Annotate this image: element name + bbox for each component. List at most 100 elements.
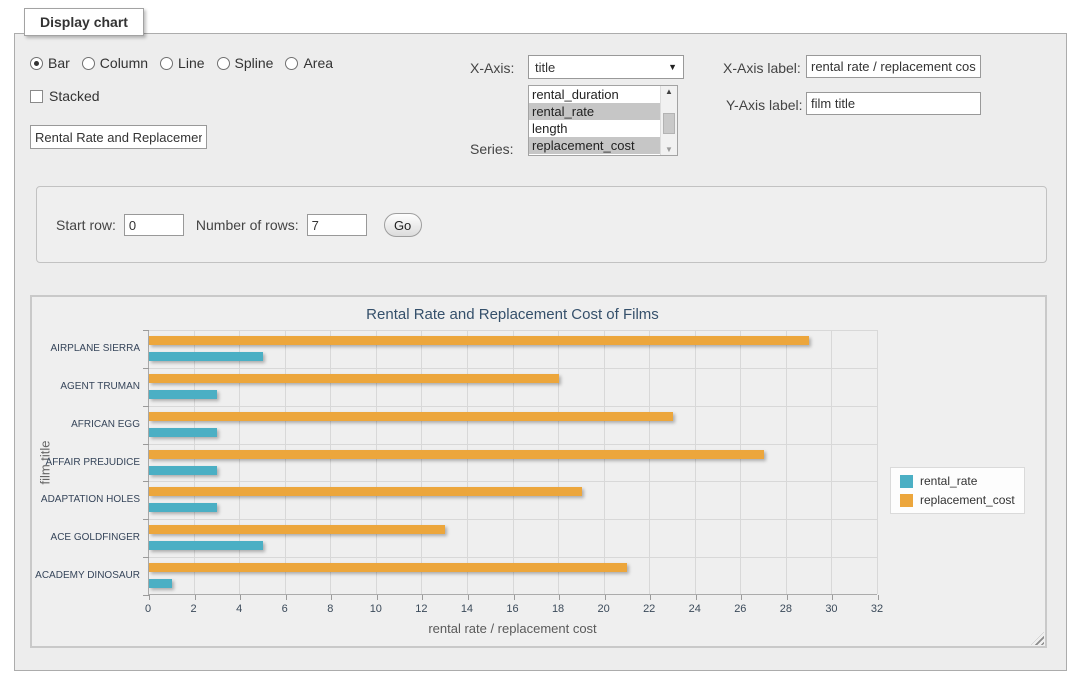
series-select-label: Series: xyxy=(470,141,514,157)
chart-x-axis-title: rental rate / replacement cost xyxy=(148,621,877,636)
bar-replacement_cost[interactable] xyxy=(149,487,582,496)
radio-column[interactable] xyxy=(82,57,95,70)
bar-replacement_cost[interactable] xyxy=(149,374,559,383)
gridline-horizontal xyxy=(149,481,877,482)
gridline-vertical xyxy=(467,330,468,594)
legend-item-replacement_cost[interactable]: replacement_cost xyxy=(900,493,1015,507)
bar-rental_rate[interactable] xyxy=(149,466,217,475)
gridline-vertical xyxy=(558,330,559,594)
radio-spline[interactable] xyxy=(217,57,230,70)
x-axis-tick-label: 4 xyxy=(219,603,259,615)
radio-area[interactable] xyxy=(285,57,298,70)
number-of-rows-label: Number of rows: xyxy=(196,217,299,233)
stacked-label: Stacked xyxy=(49,88,100,104)
x-axis-tick xyxy=(696,595,697,600)
bar-rental_rate[interactable] xyxy=(149,579,172,588)
x-axis-tick-label: 16 xyxy=(493,603,533,615)
chart-title-input[interactable] xyxy=(30,125,207,149)
category-label: ACADEMY DINOSAUR xyxy=(32,570,140,581)
legend-item-rental_rate[interactable]: rental_rate xyxy=(900,474,1015,488)
category-label: AFRICAN EGG xyxy=(32,419,140,430)
bar-rental_rate[interactable] xyxy=(149,503,217,512)
scroll-up-icon[interactable]: ▲ xyxy=(661,87,677,96)
gridline-horizontal xyxy=(149,444,877,445)
y-axis-tick xyxy=(143,557,149,558)
bar-rental_rate[interactable] xyxy=(149,541,263,550)
chart-legend: rental_rate replacement_cost xyxy=(890,467,1025,514)
series-option-rental_rate[interactable]: rental_rate xyxy=(529,103,660,120)
bar-rental_rate[interactable] xyxy=(149,352,263,361)
series-options: rental_durationrental_ratelengthreplacem… xyxy=(529,86,660,155)
radio-line[interactable] xyxy=(160,57,173,70)
chart-panel: Rental Rate and Replacement Cost of Film… xyxy=(30,295,1047,648)
page: Display chart BarColumnLineSplineArea St… xyxy=(0,0,1081,681)
stacked-checkbox[interactable] xyxy=(30,90,43,103)
x-axis-tick xyxy=(832,595,833,600)
x-axis-tick-label: 8 xyxy=(310,603,350,615)
chart-type-option-area[interactable]: Area xyxy=(285,55,333,71)
chart-type-option-spline[interactable]: Spline xyxy=(217,55,274,71)
chart-type-option-bar[interactable]: Bar xyxy=(30,55,70,71)
series-option-replacement_cost[interactable]: replacement_cost xyxy=(529,137,660,154)
category-label: AFFAIR PREJUDICE xyxy=(32,457,140,468)
start-row-input[interactable] xyxy=(124,214,184,236)
x-axis-tick-label: 0 xyxy=(128,603,168,615)
x-axis-tick xyxy=(286,595,287,600)
category-label: AGENT TRUMAN xyxy=(32,381,140,392)
series-scrollbar[interactable]: ▲ ▼ xyxy=(660,86,677,155)
stacked-row: Stacked xyxy=(30,88,100,104)
scroll-down-icon[interactable]: ▼ xyxy=(661,145,677,154)
x-axis-label-caption: X-Axis label: xyxy=(723,60,801,76)
gridline-horizontal xyxy=(149,330,877,331)
resize-handle-icon[interactable] xyxy=(1031,632,1044,645)
go-button[interactable]: Go xyxy=(384,213,422,237)
series-option-length[interactable]: length xyxy=(529,120,660,137)
x-axis-selected-value: title xyxy=(535,60,555,75)
x-axis-tick xyxy=(149,595,150,600)
x-axis-tick-label: 32 xyxy=(857,603,897,615)
gridline-vertical xyxy=(376,330,377,594)
x-axis-tick-label: 28 xyxy=(766,603,806,615)
x-axis-tick xyxy=(559,595,560,600)
bar-replacement_cost[interactable] xyxy=(149,450,764,459)
legend-swatch-rental_rate xyxy=(900,475,913,488)
y-axis-tick xyxy=(143,330,149,331)
y-axis-label-input[interactable] xyxy=(806,92,981,115)
chart-type-option-line[interactable]: Line xyxy=(160,55,204,71)
x-axis-tick-label: 14 xyxy=(447,603,487,615)
x-axis-tick xyxy=(240,595,241,600)
chart-type-option-column[interactable]: Column xyxy=(82,55,148,71)
y-axis-tick xyxy=(143,444,149,445)
x-axis-tick-label: 10 xyxy=(356,603,396,615)
chart-type-label-spline: Spline xyxy=(235,55,274,71)
x-axis-tick xyxy=(514,595,515,600)
x-axis-select[interactable]: title ▼ xyxy=(528,55,684,79)
bar-replacement_cost[interactable] xyxy=(149,412,673,421)
gridline-vertical xyxy=(786,330,787,594)
chart-type-label-area: Area xyxy=(303,55,333,71)
x-axis-tick-label: 2 xyxy=(174,603,214,615)
gridline-vertical xyxy=(330,330,331,594)
y-axis-tick xyxy=(143,481,149,482)
number-of-rows-input[interactable] xyxy=(307,214,367,236)
scrollbar-thumb[interactable] xyxy=(663,113,675,134)
series-option-rental_duration[interactable]: rental_duration xyxy=(529,86,660,103)
series-multiselect[interactable]: rental_durationrental_ratelengthreplacem… xyxy=(528,85,678,156)
bar-replacement_cost[interactable] xyxy=(149,563,627,572)
bar-rental_rate[interactable] xyxy=(149,390,217,399)
x-axis-tick xyxy=(422,595,423,600)
radio-bar[interactable] xyxy=(30,57,43,70)
gridline-vertical xyxy=(649,330,650,594)
x-axis-tick xyxy=(195,595,196,600)
bar-replacement_cost[interactable] xyxy=(149,525,445,534)
x-axis-select-label: X-Axis: xyxy=(470,60,514,76)
gridline-horizontal xyxy=(149,406,877,407)
gridline-vertical xyxy=(285,330,286,594)
x-axis-label-input[interactable] xyxy=(806,55,981,78)
chevron-down-icon: ▼ xyxy=(668,62,677,72)
bar-rental_rate[interactable] xyxy=(149,428,217,437)
bar-replacement_cost[interactable] xyxy=(149,336,809,345)
y-axis-tick xyxy=(143,519,149,520)
y-axis-tick xyxy=(143,595,149,596)
x-axis-tick xyxy=(605,595,606,600)
